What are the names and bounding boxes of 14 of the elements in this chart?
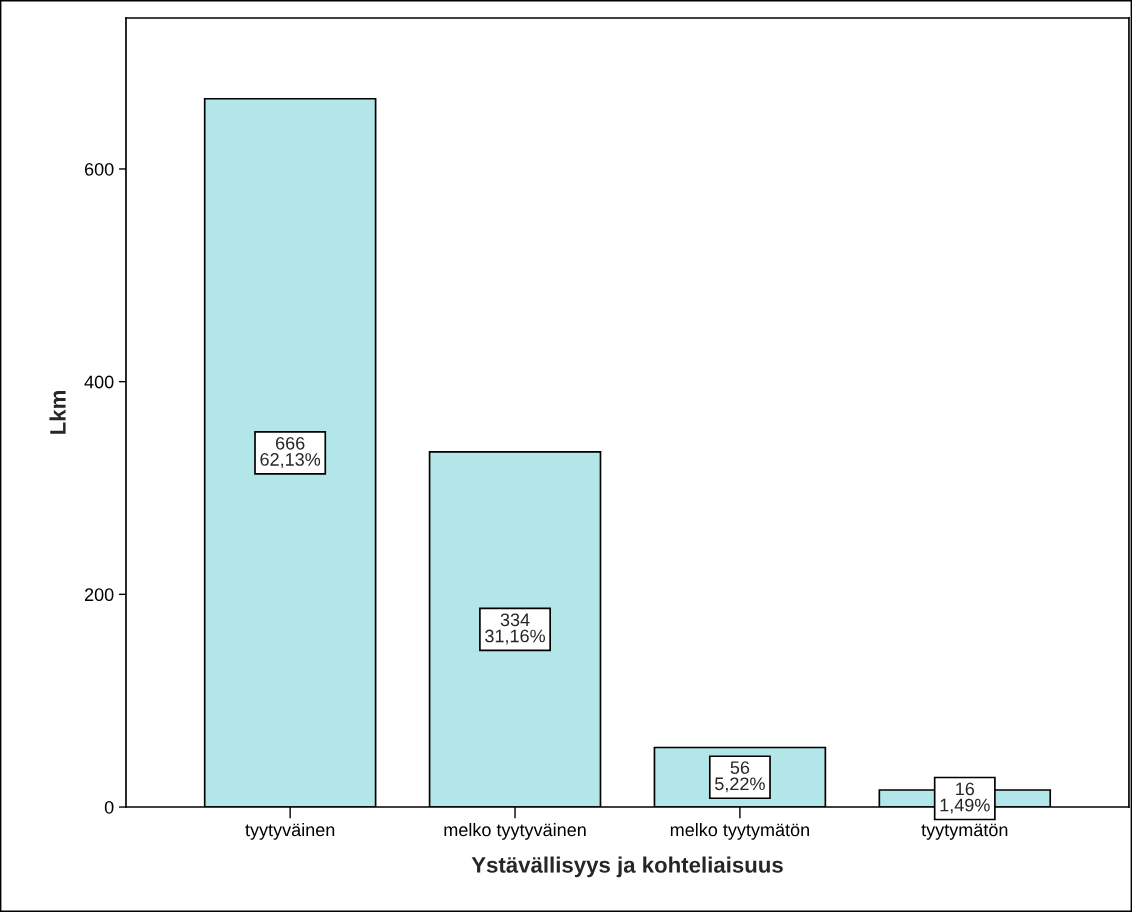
y-tick-label: 600 <box>84 162 114 176</box>
data-label: 16 1,49% <box>940 782 990 814</box>
x-axis-title: Ystävällisyys ja kohteliaisuus <box>471 856 783 878</box>
y-tick-label: 200 <box>84 588 114 602</box>
x-tick-label: melko tyytyväinen <box>444 823 586 840</box>
y-tick-label: 400 <box>84 375 114 389</box>
data-label: 56 5,22% <box>715 761 765 793</box>
y-tick-label: 0 <box>104 800 114 814</box>
data-label: 334 31,16% <box>485 613 546 645</box>
x-tick-label: tyytyväinen <box>245 823 335 840</box>
y-axis-title: Lkm <box>49 391 66 434</box>
x-tick-label: melko tyytymätön <box>670 823 809 840</box>
x-tick-label: tyytymätön <box>921 823 1008 840</box>
data-label: 666 62,13% <box>260 436 321 468</box>
